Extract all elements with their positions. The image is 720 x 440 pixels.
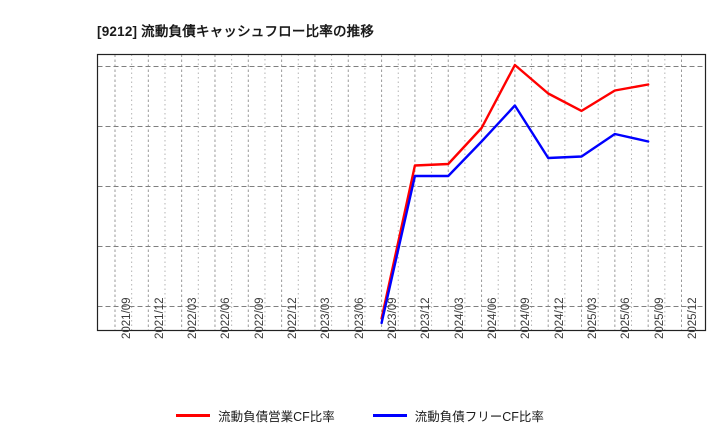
x-tick-label: 2023/12: [420, 296, 433, 339]
x-tick-label: 2025/09: [653, 296, 666, 339]
x-tick-label: 2024/12: [553, 296, 566, 339]
series-line-2: [380, 104, 650, 325]
x-tick-label: 2023/03: [320, 296, 333, 339]
legend-color-swatch: [176, 414, 211, 417]
chart-legend: 流動負債営業CF比率 流動負債フリーCF比率: [0, 406, 720, 425]
legend-label: 流動負債フリーCF比率: [414, 410, 544, 424]
x-tick-label: 2022/06: [220, 296, 233, 339]
x-tick-label: 2022/03: [187, 296, 200, 339]
plot-border: [96, 53, 707, 332]
legend-label: 流動負債営業CF比率: [218, 410, 335, 424]
x-tick-label: 2024/09: [520, 296, 533, 339]
x-tick-label: 2021/09: [120, 296, 133, 339]
x-tick-label: 2022/09: [253, 296, 266, 339]
x-tick-label: 2025/06: [620, 296, 633, 339]
legend-item-1[interactable]: 流動負債営業CF比率: [176, 406, 335, 425]
legend-item-2[interactable]: 流動負債フリーCF比率: [372, 406, 544, 425]
grid-lines: [97, 54, 706, 331]
x-tick-label: 2024/03: [453, 296, 466, 339]
x-tick-label: 2023/09: [387, 296, 400, 339]
legend-color-swatch: [372, 414, 407, 417]
x-tick-label: 2023/06: [353, 296, 366, 339]
chart-title: [9212] 流動負債キャッシュフロー比率の推移: [97, 24, 375, 39]
x-tick-label: 2021/12: [153, 296, 166, 339]
plot-frame: [96, 53, 707, 332]
x-tick-label: 2025/12: [687, 296, 699, 339]
data-series-lines: [380, 63, 650, 325]
x-tick-label: 2025/03: [587, 296, 600, 339]
x-tick-label: 2022/12: [287, 296, 300, 339]
x-tick-label: 2024/06: [487, 296, 500, 339]
series-line-1: [380, 63, 650, 320]
